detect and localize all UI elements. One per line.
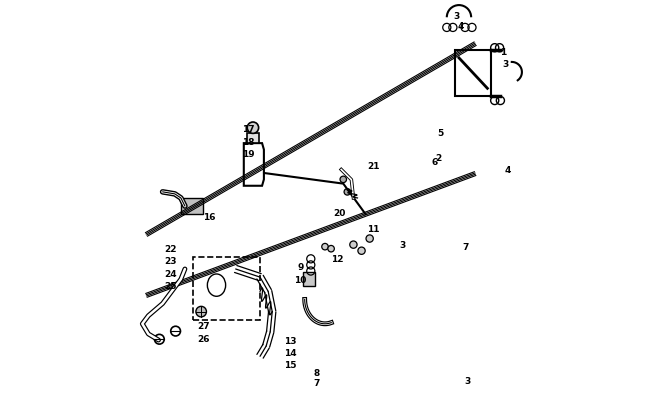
Text: 14: 14	[284, 348, 297, 357]
Text: 7: 7	[462, 243, 468, 252]
Text: 25: 25	[164, 281, 177, 290]
Text: 18: 18	[242, 137, 254, 146]
Circle shape	[196, 307, 207, 317]
Text: 3: 3	[464, 376, 470, 385]
Text: 17: 17	[242, 125, 254, 134]
Text: 12: 12	[331, 255, 343, 264]
Text: 24: 24	[164, 269, 177, 278]
Text: 26: 26	[197, 334, 209, 343]
Bar	[247, 134, 259, 144]
Circle shape	[247, 123, 259, 134]
Text: 10: 10	[294, 275, 307, 284]
Text: 23: 23	[164, 257, 177, 266]
Text: 19: 19	[242, 149, 254, 158]
Text: 1: 1	[500, 48, 507, 57]
Text: 4: 4	[504, 166, 511, 175]
Text: 15: 15	[284, 360, 297, 369]
Circle shape	[366, 235, 373, 243]
Text: 16: 16	[203, 212, 216, 221]
Text: 8: 8	[314, 368, 320, 377]
Circle shape	[322, 244, 328, 250]
Circle shape	[344, 189, 350, 196]
Circle shape	[358, 247, 365, 255]
Circle shape	[328, 246, 334, 252]
Text: 22: 22	[164, 245, 177, 254]
Text: 3: 3	[502, 60, 509, 69]
Text: 3: 3	[399, 241, 405, 249]
Text: 4: 4	[458, 22, 464, 31]
Text: 20: 20	[333, 208, 345, 217]
Bar	[303, 272, 315, 287]
Text: 3: 3	[454, 12, 460, 21]
Text: 27: 27	[197, 322, 209, 330]
Text: 5: 5	[437, 129, 444, 138]
Circle shape	[350, 241, 357, 249]
Text: 11: 11	[367, 224, 380, 233]
Circle shape	[340, 177, 346, 183]
Text: 2: 2	[436, 153, 442, 162]
Text: 9: 9	[298, 263, 304, 272]
Text: 21: 21	[367, 162, 380, 171]
Text: 13: 13	[284, 336, 297, 345]
Bar	[181, 198, 203, 215]
Text: 6: 6	[432, 158, 437, 166]
Text: 7: 7	[314, 378, 320, 387]
Bar	[193, 257, 260, 320]
